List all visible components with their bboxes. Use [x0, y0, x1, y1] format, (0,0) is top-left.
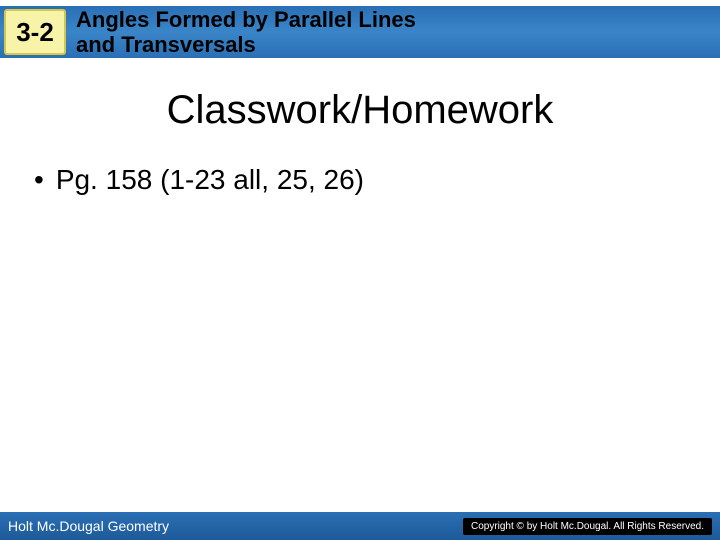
footer-bar: Holt Mc.Dougal Geometry Copyright © by H… — [0, 512, 720, 540]
footer-copyright: Copyright © by Holt Mc.Dougal. All Right… — [463, 518, 712, 535]
section-number-text: 3-2 — [16, 17, 54, 48]
bullet-text: Pg. 158 (1-23 all, 25, 26) — [56, 164, 364, 196]
lesson-title-line2: and Transversals — [76, 32, 416, 57]
header-bar: 3-2 Angles Formed by Parallel Lines and … — [0, 6, 720, 58]
slide: 3-2 Angles Formed by Parallel Lines and … — [0, 0, 720, 540]
page-heading: Classwork/Homework — [0, 88, 720, 133]
bullet-marker: • — [34, 164, 44, 196]
lesson-title-line1: Angles Formed by Parallel Lines — [76, 7, 416, 32]
lesson-title: Angles Formed by Parallel Lines and Tran… — [76, 7, 416, 58]
footer-publisher: Holt Mc.Dougal Geometry — [8, 518, 169, 534]
page-heading-text: Classwork/Homework — [167, 88, 554, 132]
section-number-badge: 3-2 — [4, 9, 66, 55]
bullet-item: • Pg. 158 (1-23 all, 25, 26) — [34, 164, 364, 196]
